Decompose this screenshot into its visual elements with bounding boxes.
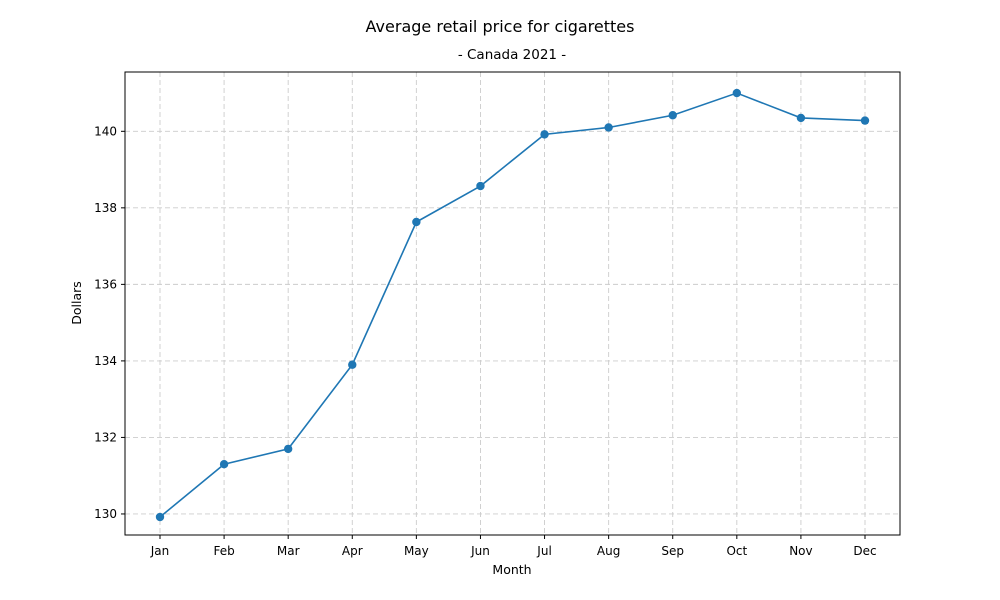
- x-tick-label: Mar: [277, 544, 300, 558]
- x-tick-label: Jul: [536, 544, 551, 558]
- x-axis-label: Month: [492, 562, 531, 577]
- grid: [125, 72, 900, 535]
- data-point: [732, 88, 742, 98]
- chart-title: Average retail price for cigarettes: [366, 17, 635, 36]
- y-tick-label: 138: [94, 201, 117, 215]
- data-point: [155, 512, 165, 522]
- data-point: [412, 217, 421, 227]
- y-axis-label: Dollars: [69, 281, 84, 325]
- data-point: [796, 113, 806, 123]
- data-point: [604, 123, 613, 132]
- x-tick-label: Feb: [213, 544, 234, 558]
- x-tick-label: Oct: [726, 544, 747, 558]
- ticks: Jan Feb Mar Apr May Jun Jul Aug Sep Oct Nov Dec 130 1…: [94, 124, 877, 558]
- y-tick-label: 130: [94, 507, 117, 521]
- y-tick-label: 136: [94, 277, 117, 291]
- chart-subtitle: - Canada 2021 -: [458, 47, 566, 63]
- plot-frame: [124, 71, 901, 536]
- x-tick-label: Aug: [597, 544, 620, 558]
- x-tick-label: Dec: [853, 544, 876, 558]
- data-point: [283, 444, 293, 454]
- data-point: [668, 111, 677, 120]
- data-point: [219, 460, 229, 469]
- series-line: [159, 92, 866, 518]
- data-point: [860, 116, 870, 125]
- x-tick-label: Jan: [150, 544, 170, 558]
- data-point: [348, 360, 357, 369]
- x-tick-label: Nov: [789, 544, 812, 558]
- data-point: [540, 130, 549, 139]
- y-tick-label: 140: [94, 124, 117, 138]
- x-tick-label: Sep: [661, 544, 684, 558]
- x-tick-label: Apr: [342, 544, 363, 558]
- x-tick-label: Jun: [470, 544, 490, 558]
- series: [155, 88, 870, 522]
- y-tick-label: 132: [94, 430, 117, 444]
- y-tick-label: 134: [94, 354, 117, 368]
- x-tick-label: May: [404, 544, 429, 558]
- data-point: [476, 181, 485, 191]
